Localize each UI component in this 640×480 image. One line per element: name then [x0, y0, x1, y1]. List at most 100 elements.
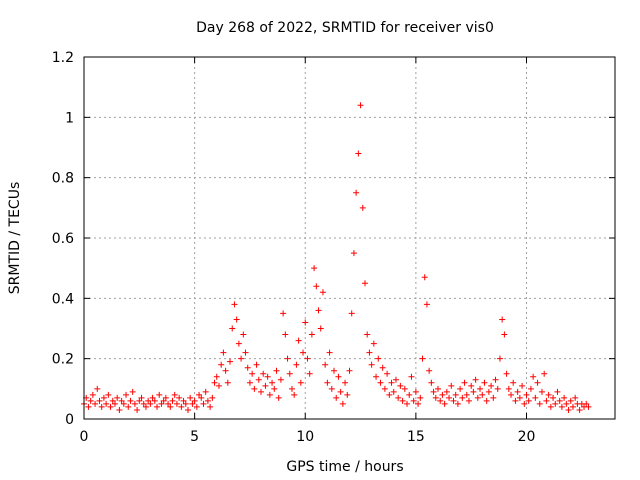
data-point [361, 280, 368, 287]
data-point [151, 397, 158, 404]
data-point [404, 400, 411, 407]
data-point [87, 397, 94, 404]
data-point [415, 400, 422, 407]
data-point [308, 331, 315, 338]
data-point [355, 150, 362, 157]
data-point [499, 316, 506, 323]
data-point [116, 406, 123, 413]
data-point [282, 331, 289, 338]
data-point [512, 397, 519, 404]
data-point [249, 370, 256, 377]
data-point [123, 391, 130, 398]
data-point [242, 349, 249, 356]
data-point [565, 406, 572, 413]
y-tick-label: 1 [65, 110, 74, 126]
data-point [273, 367, 280, 374]
data-point [238, 355, 245, 362]
data-point [220, 349, 227, 356]
data-point [306, 370, 313, 377]
data-point [319, 289, 326, 296]
data-point [222, 367, 229, 374]
data-point [505, 385, 512, 392]
data-point [218, 361, 225, 368]
data-point [421, 274, 428, 281]
data-point [342, 379, 349, 386]
data-point [100, 394, 107, 401]
y-tick-label: 0.6 [52, 231, 74, 247]
data-point [136, 397, 143, 404]
data-point [271, 385, 278, 392]
data-point [359, 204, 366, 211]
data-point [127, 397, 134, 404]
data-point [483, 397, 490, 404]
y-tick-label: 0.4 [52, 291, 74, 307]
x-tick-label: 20 [518, 429, 536, 445]
data-point [430, 388, 437, 395]
data-point [510, 379, 517, 386]
data-point [204, 397, 211, 404]
data-point [492, 376, 499, 383]
data-point [227, 358, 234, 365]
data-point [322, 361, 329, 368]
data-point [178, 403, 185, 410]
data-point [428, 379, 435, 386]
data-point [158, 400, 165, 407]
data-point [233, 316, 240, 323]
data-point [503, 370, 510, 377]
data-point [547, 403, 554, 410]
data-point [567, 397, 574, 404]
data-point [532, 394, 539, 401]
data-point [550, 394, 557, 401]
data-point [541, 370, 548, 377]
data-point [202, 388, 209, 395]
data-point [231, 301, 238, 308]
data-point [85, 403, 92, 410]
data-point [94, 385, 101, 392]
data-point [523, 391, 530, 398]
data-point [426, 367, 433, 374]
data-point [490, 394, 497, 401]
data-point [364, 331, 371, 338]
tick-labels: 0 5 10 15 20 0 0.2 0.4 0.6 0.8 1 1.2 [52, 50, 536, 445]
data-point [401, 385, 408, 392]
data-point [406, 391, 413, 398]
data-point [545, 391, 552, 398]
data-point [235, 340, 242, 347]
gridlines [84, 57, 615, 419]
data-point [470, 388, 477, 395]
data-point [561, 394, 568, 401]
data-point [554, 388, 561, 395]
x-tick-label: 10 [296, 429, 314, 445]
data-point [494, 385, 501, 392]
data-point [477, 385, 484, 392]
data-point [105, 391, 112, 398]
data-point [255, 376, 262, 383]
data-point [397, 382, 404, 389]
data-point [379, 364, 386, 371]
data-point [346, 367, 353, 374]
data-point [302, 319, 309, 326]
data-point [576, 406, 583, 413]
data-point [432, 394, 439, 401]
axis-ticks [83, 56, 615, 420]
x-tick-label: 0 [80, 429, 89, 445]
data-point [200, 400, 207, 407]
data-point [311, 265, 318, 272]
data-point [479, 391, 486, 398]
data-point [386, 391, 393, 398]
data-point [519, 382, 526, 389]
data-point [142, 403, 149, 410]
data-point [264, 373, 271, 380]
data-point [357, 102, 364, 109]
data-point [556, 397, 563, 404]
data-point [284, 355, 291, 362]
data-point [373, 373, 380, 380]
data-point [160, 397, 167, 404]
data-point [107, 403, 114, 410]
data-point [328, 385, 335, 392]
data-point [366, 349, 373, 356]
data-point [326, 349, 333, 356]
data-point [392, 376, 399, 383]
data-points [81, 102, 592, 413]
